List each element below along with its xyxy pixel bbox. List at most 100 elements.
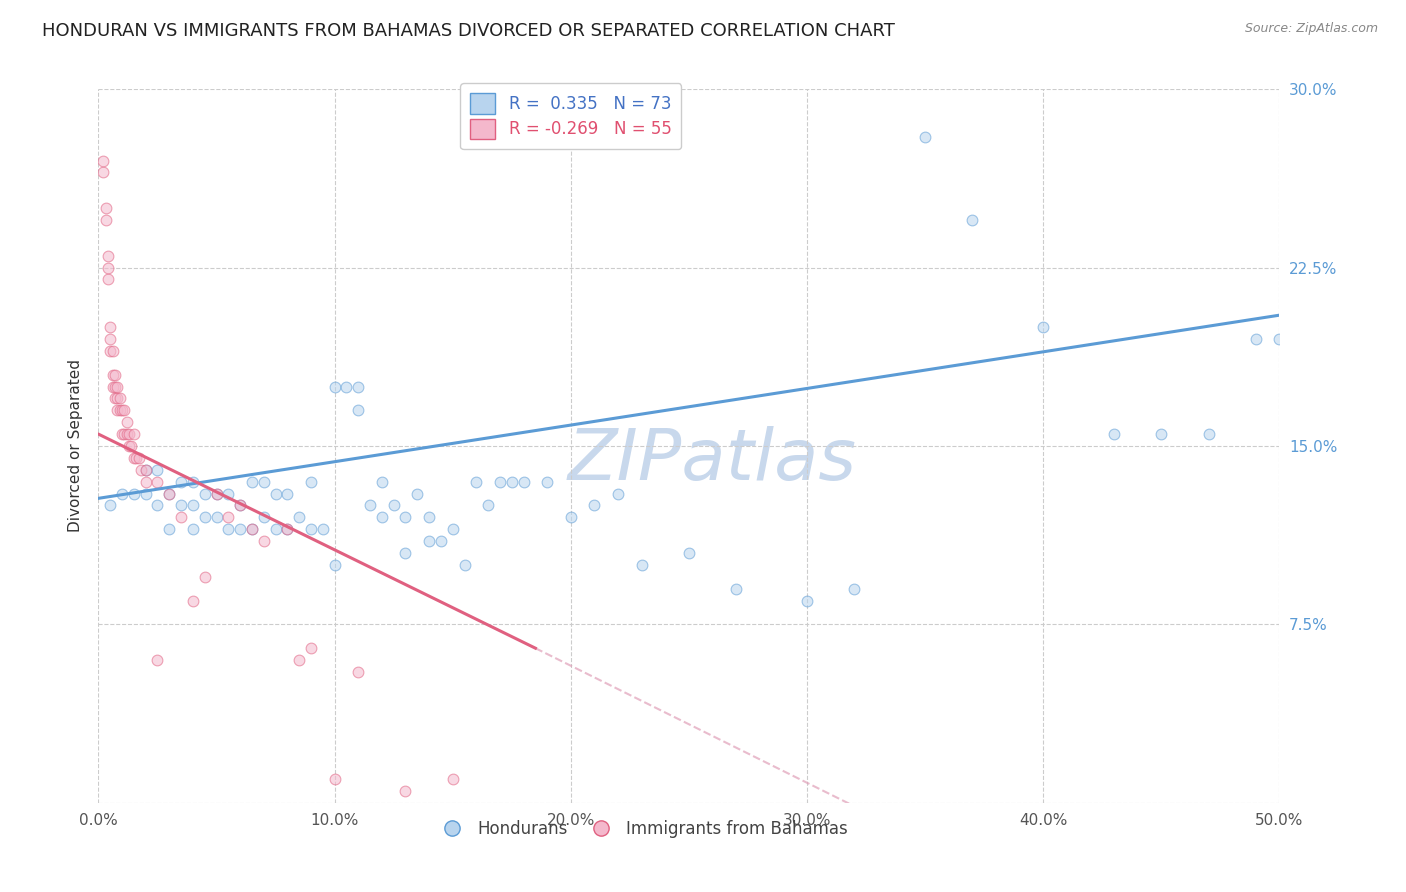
Point xyxy=(122,486,145,500)
Point xyxy=(217,522,239,536)
Point xyxy=(108,403,131,417)
Point xyxy=(264,486,287,500)
Point xyxy=(135,475,157,489)
Point xyxy=(135,463,157,477)
Point xyxy=(105,379,128,393)
Point xyxy=(914,129,936,144)
Point xyxy=(962,213,984,227)
Point xyxy=(111,403,134,417)
Point xyxy=(512,475,534,489)
Point xyxy=(105,403,128,417)
Point xyxy=(146,499,169,513)
Point xyxy=(844,582,866,596)
Point xyxy=(170,510,193,524)
Point xyxy=(382,499,405,513)
Point xyxy=(170,475,193,489)
Point xyxy=(418,510,440,524)
Point xyxy=(371,475,394,489)
Point xyxy=(276,522,298,536)
Point xyxy=(312,522,335,536)
Point xyxy=(94,201,117,215)
Point xyxy=(229,522,252,536)
Point xyxy=(441,522,464,536)
Text: HONDURAN VS IMMIGRANTS FROM BAHAMAS DIVORCED OR SEPARATED CORRELATION CHART: HONDURAN VS IMMIGRANTS FROM BAHAMAS DIVO… xyxy=(42,22,896,40)
Point xyxy=(181,522,204,536)
Point xyxy=(276,486,298,500)
Point xyxy=(135,463,157,477)
Point xyxy=(157,486,180,500)
Point xyxy=(97,272,120,286)
Point xyxy=(115,415,138,429)
Point xyxy=(678,546,700,560)
Point xyxy=(536,475,558,489)
Point xyxy=(1150,427,1173,442)
Point xyxy=(135,486,157,500)
Point xyxy=(347,379,370,393)
Point xyxy=(406,486,429,500)
Point xyxy=(276,522,298,536)
Point xyxy=(170,499,193,513)
Point xyxy=(181,475,204,489)
Point xyxy=(796,593,818,607)
Point xyxy=(128,450,150,465)
Text: ZIPatlas: ZIPatlas xyxy=(568,425,858,495)
Point xyxy=(98,332,121,346)
Point xyxy=(194,486,217,500)
Point xyxy=(125,450,148,465)
Y-axis label: Divorced or Separated: Divorced or Separated xyxy=(67,359,83,533)
Point xyxy=(607,486,630,500)
Point xyxy=(104,379,127,393)
Point xyxy=(98,499,121,513)
Point xyxy=(359,499,381,513)
Point xyxy=(288,510,311,524)
Legend: Hondurans, Immigrants from Bahamas: Hondurans, Immigrants from Bahamas xyxy=(429,814,855,845)
Point xyxy=(101,343,124,358)
Point xyxy=(181,499,204,513)
Point xyxy=(111,427,134,442)
Point xyxy=(453,558,475,572)
Point xyxy=(441,772,464,786)
Point xyxy=(108,392,131,406)
Text: Source: ZipAtlas.com: Source: ZipAtlas.com xyxy=(1244,22,1378,36)
Point xyxy=(101,368,124,382)
Point xyxy=(253,534,276,549)
Point xyxy=(94,213,117,227)
Point xyxy=(118,427,141,442)
Point xyxy=(477,499,499,513)
Point xyxy=(205,486,228,500)
Point xyxy=(97,249,120,263)
Point xyxy=(725,582,748,596)
Point xyxy=(229,499,252,513)
Point xyxy=(394,546,416,560)
Point xyxy=(181,593,204,607)
Point xyxy=(194,510,217,524)
Point xyxy=(115,427,138,442)
Point xyxy=(323,772,346,786)
Point xyxy=(105,392,128,406)
Point xyxy=(323,379,346,393)
Point xyxy=(501,475,523,489)
Point xyxy=(91,153,114,168)
Point xyxy=(240,475,263,489)
Point xyxy=(157,486,180,500)
Point xyxy=(371,510,394,524)
Point xyxy=(1244,332,1267,346)
Point xyxy=(240,522,263,536)
Point xyxy=(264,522,287,536)
Point xyxy=(112,427,135,442)
Point xyxy=(1102,427,1125,442)
Point xyxy=(299,641,322,656)
Point xyxy=(323,558,346,572)
Point xyxy=(122,427,145,442)
Point xyxy=(104,392,127,406)
Point xyxy=(146,653,169,667)
Point xyxy=(217,510,239,524)
Point xyxy=(630,558,652,572)
Point xyxy=(1198,427,1220,442)
Point xyxy=(229,499,252,513)
Point xyxy=(157,522,180,536)
Point xyxy=(112,403,135,417)
Point xyxy=(146,463,169,477)
Point xyxy=(98,320,121,334)
Point xyxy=(146,475,169,489)
